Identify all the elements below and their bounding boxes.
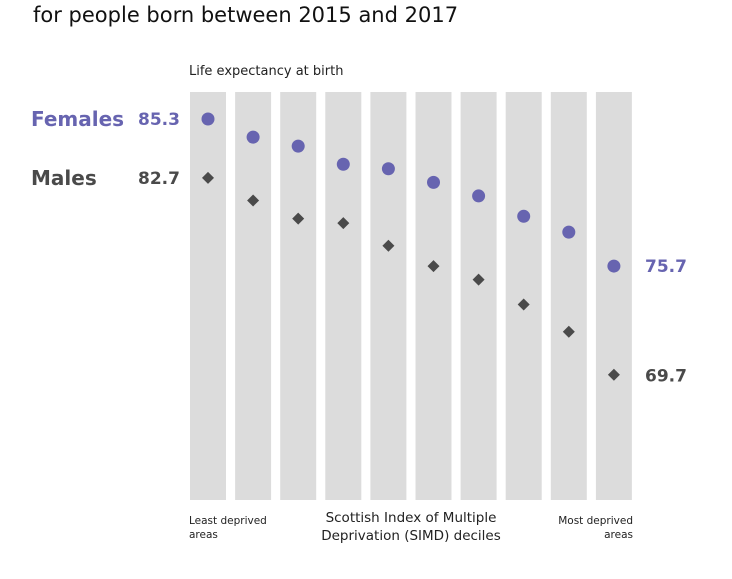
male-point [202,171,214,184]
decile-column-5 [370,92,407,500]
female-point [607,259,621,273]
value-labels: 85.3 82.7 75.7 69.7 [138,110,687,387]
decile-column-1 [190,92,226,500]
x-right-label: Most deprived [558,515,633,527]
male-point [517,298,530,311]
male-point [382,239,395,252]
females-first-value: 85.3 [138,110,180,130]
decile-column-7 [460,92,497,500]
x-axis: Least deprived areas Most deprived areas Sco… [189,510,633,544]
male-point [607,368,620,381]
legend: Females Males [31,107,124,190]
decile-column-9 [550,92,587,500]
female-point [562,225,576,239]
x-right-label: areas [604,529,633,541]
x-left-label: areas [189,529,218,541]
legend-males: Males [31,166,97,190]
male-point [562,325,575,338]
data-marks [201,112,621,381]
decile-column-8 [505,92,542,500]
female-point [381,162,395,176]
x-left-label: Least deprived [189,515,267,527]
x-axis-title: Deprivation (SIMD) deciles [321,528,501,544]
decile-column-6 [415,92,452,500]
male-point [472,273,485,286]
male-point [337,217,350,230]
chart-title: for people born between 2015 and 2017 [33,3,458,27]
female-point [201,112,215,126]
female-point [291,139,305,153]
female-point [517,209,531,223]
decile-column-4 [325,92,362,500]
males-first-value: 82.7 [138,169,180,189]
legend-females: Females [31,107,124,131]
male-point [247,194,260,207]
decile-column-3 [280,92,317,500]
male-point [427,260,440,273]
x-axis-title: Scottish Index of Multiple [326,510,497,526]
female-point [336,157,350,171]
female-point [472,189,486,203]
decile-column-10 [595,92,632,500]
decile-columns [190,92,632,500]
male-point [292,212,305,225]
female-point [427,175,440,189]
female-point [246,130,260,144]
y-axis-title: Life expectancy at birth [189,64,343,79]
decile-column-2 [235,92,272,500]
males-last-value: 69.7 [645,367,687,387]
females-last-value: 75.7 [645,257,687,277]
